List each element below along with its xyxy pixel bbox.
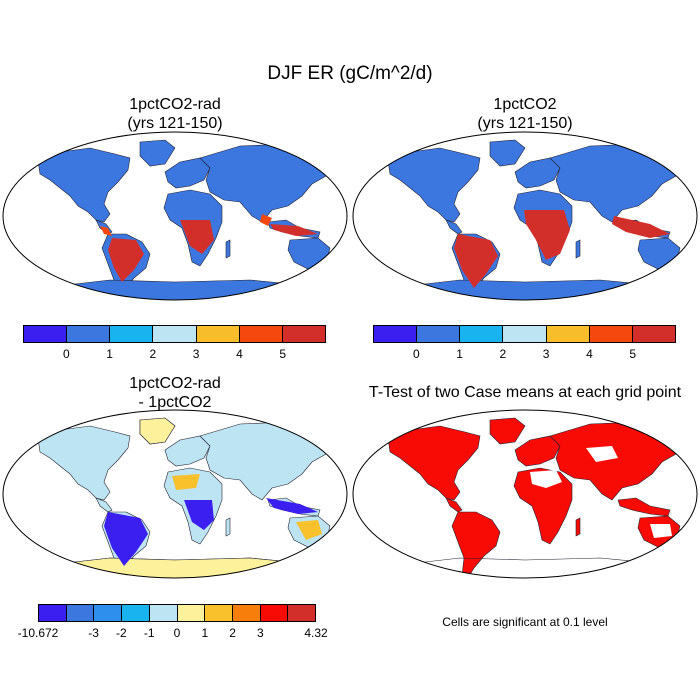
colorbar-tick-label: 0 [412, 347, 420, 361]
panel-title-rad-line1: 1pctCO2-rad [129, 96, 221, 113]
panel-title-ctl-line2: (yrs 121-150) [477, 115, 573, 132]
colorbar-tick-label: -2 [116, 626, 127, 640]
colorbar-swatch [417, 326, 461, 342]
panel-title-diff-line1: 1pctCO2-rad [129, 375, 221, 392]
colorbar-swatch [503, 326, 547, 342]
insignificant-ttest [530, 446, 672, 538]
map-ttest [352, 409, 698, 579]
colorbar-swatch [260, 605, 289, 621]
colorbar-swatch [282, 326, 325, 342]
pos-diff [172, 474, 322, 540]
colorbar-tick-label: 3 [192, 347, 200, 361]
colorbar-tick-label: 1 [201, 626, 209, 640]
colorbar-swatch [288, 605, 316, 621]
figure-title: DJF ER (gC/m^2/d) [267, 63, 433, 84]
colorbar-tick-label: 2 [149, 347, 157, 361]
panel-title-ctl-line1: 1pctCO2 [493, 96, 557, 113]
colorbar-swatch [632, 326, 675, 342]
colorbar-ctl [373, 325, 676, 343]
colorbar-tick-label: 4 [586, 347, 593, 361]
colorbar-tick-label: 2 [499, 347, 507, 361]
map-diff [2, 409, 348, 579]
colorbar-tick-label: -10.672 [17, 626, 59, 640]
colorbar-diff [38, 604, 316, 622]
colorbar-tick-label: 3 [542, 347, 550, 361]
colorbar-tick-label: 4.32 [304, 626, 328, 640]
colorbar-swatch [110, 326, 154, 342]
colorbar-tick-label: 0 [173, 626, 181, 640]
tropics-rad [108, 220, 318, 282]
colorbar-swatch [589, 326, 633, 342]
colorbar-swatch [122, 605, 150, 621]
panel-title-rad-line2: (yrs 121-150) [127, 115, 223, 132]
map-rad [2, 131, 348, 301]
colorbar-tick-label: 0 [62, 347, 70, 361]
colorbar-swatch [149, 605, 178, 621]
colorbar-swatch [177, 605, 206, 621]
colorbar-swatch [374, 326, 418, 342]
colorbar-swatch [196, 326, 240, 342]
colorbar-tick-label: 5 [279, 347, 287, 361]
colorbar-swatch [66, 605, 95, 621]
panel-title-diff-line2: - 1pctCO2 [138, 394, 212, 411]
colorbar-swatch [546, 326, 590, 342]
significance-note: Cells are significant at 0.1 level [442, 615, 608, 629]
colorbar-tick-label: -3 [88, 626, 99, 640]
colorbar-swatch [67, 326, 111, 342]
neg-diff [104, 498, 318, 566]
colorbar-swatch [39, 605, 67, 621]
colorbar-swatch [232, 605, 261, 621]
colorbar-swatch [153, 326, 197, 342]
panel-title-ttest: T-Test of two Case means at each grid po… [368, 384, 682, 401]
colorbar-tick-label: -1 [143, 626, 155, 640]
colorbar-tick-label: 1 [456, 347, 463, 361]
warm-rad [100, 214, 272, 236]
map-ctl [352, 131, 698, 301]
colorbar-tick-label: 1 [106, 347, 113, 361]
panel-title-diff: 1pctCO2-rad - 1pctCO2 [25, 374, 325, 412]
colorbar-swatch [94, 605, 123, 621]
colorbar-swatch [205, 605, 233, 621]
colorbar-rad [23, 325, 326, 343]
colorbar-swatch [24, 326, 68, 342]
colorbar-swatch [460, 326, 504, 342]
panel-title-ctl: 1pctCO2 (yrs 121-150) [375, 95, 675, 133]
colorbar-swatch [239, 326, 283, 342]
tropics-ctl [454, 210, 670, 288]
colorbar-tick-label: 4 [236, 347, 243, 361]
panel-title-rad: 1pctCO2-rad (yrs 121-150) [25, 95, 325, 133]
colorbar-tick-label: 3 [257, 626, 264, 640]
colorbar-tick-label: 2 [229, 626, 236, 640]
colorbar-tick-label: 5 [629, 347, 637, 361]
